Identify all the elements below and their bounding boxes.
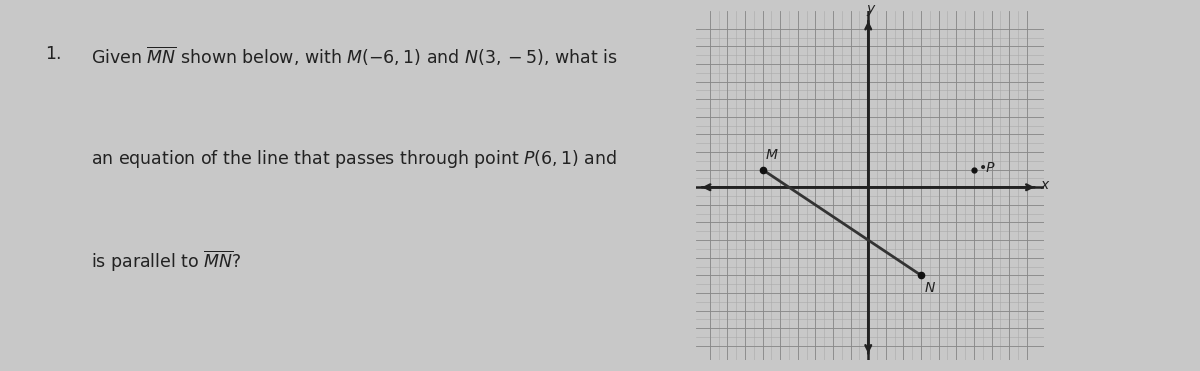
- Text: M: M: [766, 148, 778, 162]
- Text: •P: •P: [979, 161, 996, 175]
- Text: 1.: 1.: [46, 45, 62, 63]
- Text: an equation of the line that passes through point $\mathit{P}(6, 1)$ and: an equation of the line that passes thro…: [91, 148, 617, 170]
- Text: Given $\overline{MN}$ shown below, with $\mathit{M}(-6, 1)$ and $\mathit{N}(3, -: Given $\overline{MN}$ shown below, with …: [91, 45, 618, 68]
- Text: y: y: [866, 3, 875, 16]
- Text: N: N: [925, 280, 935, 295]
- Text: is parallel to $\overline{MN}$?: is parallel to $\overline{MN}$?: [91, 249, 241, 274]
- Text: x: x: [1040, 178, 1049, 191]
